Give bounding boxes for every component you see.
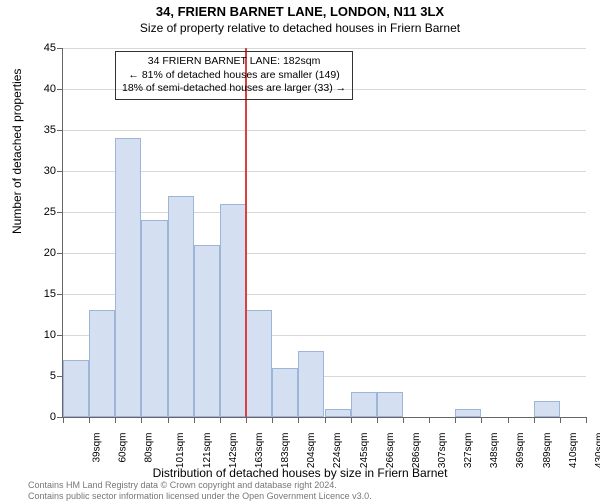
x-tick xyxy=(429,417,430,423)
x-tick-label: 245sqm xyxy=(359,433,370,469)
histogram-bar xyxy=(272,368,298,417)
footer-line1: Contains HM Land Registry data © Crown c… xyxy=(28,480,372,491)
x-tick xyxy=(89,417,90,423)
histogram-bar xyxy=(194,245,220,417)
x-tick-label: 286sqm xyxy=(411,433,422,469)
x-axis-label: Distribution of detached houses by size … xyxy=(0,466,600,480)
footer-line2: Contains public sector information licen… xyxy=(28,491,372,502)
histogram-bar xyxy=(377,392,403,417)
y-tick-label: 10 xyxy=(34,329,56,341)
histogram-bar xyxy=(351,392,377,417)
x-tick xyxy=(194,417,195,423)
grid-line xyxy=(63,171,586,172)
x-tick-label: 348sqm xyxy=(489,433,500,469)
y-tick-label: 30 xyxy=(34,165,56,177)
y-tick xyxy=(57,171,63,172)
histogram-bar xyxy=(141,220,167,417)
histogram-plot: 34 FRIERN BARNET LANE: 182sqm ← 81% of d… xyxy=(62,48,586,418)
annotation-box: 34 FRIERN BARNET LANE: 182sqm ← 81% of d… xyxy=(115,51,353,100)
x-tick-label: 121sqm xyxy=(202,433,213,469)
x-tick-label: 163sqm xyxy=(254,433,265,469)
chart-title-main: 34, FRIERN BARNET LANE, LONDON, N11 3LX xyxy=(0,4,600,19)
y-tick-label: 40 xyxy=(34,83,56,95)
histogram-bar xyxy=(115,138,141,417)
y-axis-label: Number of detached properties xyxy=(10,69,24,234)
x-tick-label: 327sqm xyxy=(463,433,474,469)
y-tick-label: 35 xyxy=(34,124,56,136)
x-tick-label: 80sqm xyxy=(144,433,155,463)
x-tick xyxy=(560,417,561,423)
x-tick-label: 266sqm xyxy=(385,433,396,469)
x-tick-label: 60sqm xyxy=(118,433,129,463)
x-tick-label: 224sqm xyxy=(332,433,343,469)
y-tick xyxy=(57,89,63,90)
x-tick-label: 389sqm xyxy=(542,433,553,469)
x-tick xyxy=(377,417,378,423)
grid-line xyxy=(63,212,586,213)
histogram-bar xyxy=(220,204,246,417)
x-tick-label: 430sqm xyxy=(594,433,600,469)
x-tick xyxy=(246,417,247,423)
histogram-bar xyxy=(325,409,351,417)
x-tick xyxy=(115,417,116,423)
y-tick-label: 20 xyxy=(34,247,56,259)
x-tick-label: 369sqm xyxy=(515,433,526,469)
x-tick xyxy=(141,417,142,423)
y-tick-label: 5 xyxy=(34,370,56,382)
annotation-line2: ← 81% of detached houses are smaller (14… xyxy=(122,69,346,83)
x-tick xyxy=(455,417,456,423)
histogram-bar xyxy=(298,351,324,417)
y-tick xyxy=(57,212,63,213)
x-tick-label: 307sqm xyxy=(437,433,448,469)
x-tick xyxy=(220,417,221,423)
x-tick xyxy=(325,417,326,423)
x-tick-label: 204sqm xyxy=(306,433,317,469)
x-tick-label: 101sqm xyxy=(176,433,187,469)
x-tick-label: 142sqm xyxy=(228,433,239,469)
y-tick xyxy=(57,253,63,254)
x-tick-label: 183sqm xyxy=(280,433,291,469)
histogram-bar xyxy=(246,310,272,417)
footer-attribution: Contains HM Land Registry data © Crown c… xyxy=(28,480,372,502)
x-tick-label: 410sqm xyxy=(568,433,579,469)
y-tick-label: 0 xyxy=(34,411,56,423)
x-tick xyxy=(63,417,64,423)
x-tick-label: 39sqm xyxy=(92,433,103,463)
histogram-bar xyxy=(63,360,89,417)
y-tick xyxy=(57,294,63,295)
grid-line xyxy=(63,48,586,49)
histogram-bar xyxy=(455,409,481,417)
x-tick xyxy=(298,417,299,423)
y-tick xyxy=(57,130,63,131)
annotation-line1: 34 FRIERN BARNET LANE: 182sqm xyxy=(122,55,346,69)
x-tick xyxy=(586,417,587,423)
y-tick-label: 45 xyxy=(34,42,56,54)
x-tick xyxy=(272,417,273,423)
x-tick xyxy=(534,417,535,423)
histogram-bar xyxy=(168,196,194,417)
histogram-bar xyxy=(534,401,560,417)
y-tick xyxy=(57,48,63,49)
x-tick xyxy=(403,417,404,423)
y-tick xyxy=(57,335,63,336)
reference-line xyxy=(245,48,247,417)
y-tick-label: 25 xyxy=(34,206,56,218)
x-tick xyxy=(508,417,509,423)
annotation-line3: 18% of semi-detached houses are larger (… xyxy=(122,82,346,96)
histogram-bar xyxy=(89,310,115,417)
chart-title-sub: Size of property relative to detached ho… xyxy=(0,21,600,35)
y-tick-label: 15 xyxy=(34,288,56,300)
x-tick xyxy=(351,417,352,423)
x-tick xyxy=(481,417,482,423)
grid-line xyxy=(63,130,586,131)
x-tick xyxy=(168,417,169,423)
